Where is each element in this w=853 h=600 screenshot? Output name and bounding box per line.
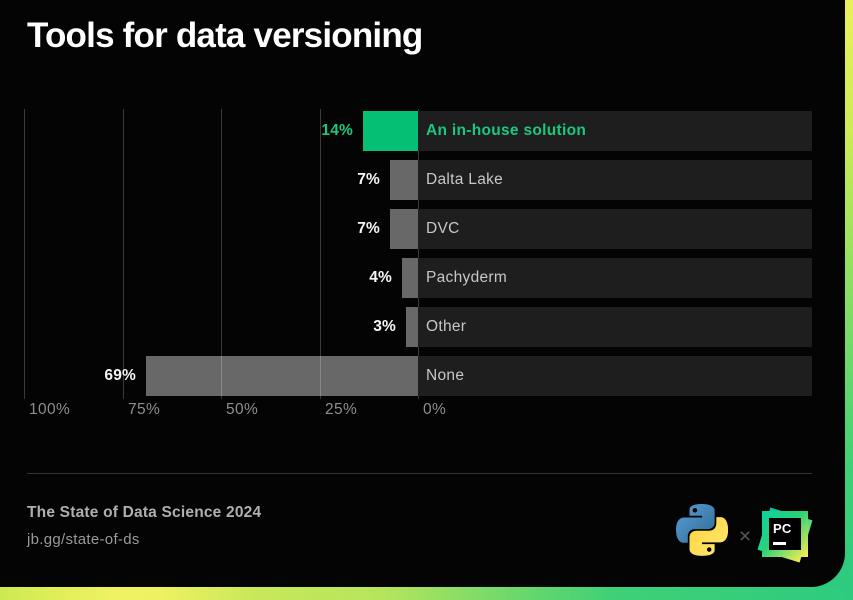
bar-value-label: 3%	[373, 318, 396, 335]
bar-value-label: 7%	[357, 220, 380, 237]
bar-category-label: Pachyderm	[426, 269, 508, 286]
pycharm-logo-inner-square: PC	[769, 518, 801, 550]
pycharm-logo-icon: PC	[757, 507, 813, 563]
page-title: Tools for data versioning	[27, 16, 423, 55]
multiply-icon: ×	[738, 525, 752, 548]
pycharm-logo-text: PC	[773, 521, 792, 536]
bar-category-label: DVC	[426, 220, 460, 237]
source-link: jb.gg/state-of-ds	[27, 531, 140, 548]
source-title: The State of Data Science 2024	[27, 504, 262, 521]
axis-tick-label: 50%	[226, 401, 259, 418]
row-label-background	[418, 160, 812, 200]
row-label-background	[418, 111, 812, 151]
bar-category-label: Other	[426, 318, 467, 335]
bar-value-label: 4%	[369, 269, 392, 286]
bar	[390, 209, 418, 249]
row-label-background	[418, 307, 812, 347]
row-label-background	[418, 258, 812, 298]
bar	[363, 111, 418, 151]
bar-value-label: 69%	[104, 367, 136, 384]
background-gradient-strip	[0, 587, 853, 600]
axis-tick-label: 100%	[29, 401, 71, 418]
footer-divider	[27, 473, 812, 474]
bar-value-label: 14%	[321, 122, 353, 139]
axis-tick-label: 0%	[423, 401, 447, 418]
row-label-background	[418, 209, 812, 249]
gridline-25	[320, 109, 321, 399]
bar-chart: 14% An in-house solution 7% Dalta Lake 7% DVC…	[24, 109, 812, 418]
slide-card: Tools for data versioning 14% An in-house…	[0, 0, 845, 587]
python-logo-icon	[676, 504, 728, 556]
bar-category-label: None	[426, 367, 465, 384]
bar	[146, 356, 418, 396]
bar-category-label: An in-house solution	[426, 122, 587, 139]
axis-tick-label: 25%	[325, 401, 358, 418]
gridline-100	[24, 109, 25, 399]
pycharm-logo-underscore	[773, 542, 786, 545]
bar-value-label: 7%	[357, 171, 380, 188]
axis-tick-label: 75%	[128, 401, 161, 418]
bar-category-label: Dalta Lake	[426, 171, 504, 188]
bar	[406, 307, 418, 347]
bar	[390, 160, 418, 200]
gridline-50	[221, 109, 222, 399]
gridline-0	[418, 109, 419, 399]
row-label-background	[418, 356, 812, 396]
gridline-75	[123, 109, 124, 399]
bar	[402, 258, 418, 298]
